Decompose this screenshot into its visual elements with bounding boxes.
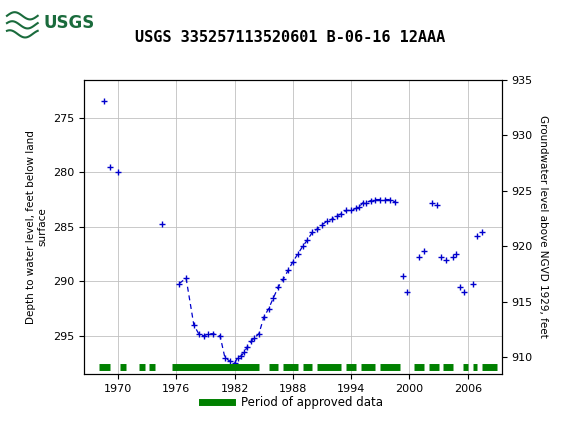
Y-axis label: Groundwater level above NGVD 1929, feet: Groundwater level above NGVD 1929, feet xyxy=(538,115,548,338)
Legend: Period of approved data: Period of approved data xyxy=(198,391,388,414)
Y-axis label: Depth to water level, feet below land
surface: Depth to water level, feet below land su… xyxy=(26,130,48,324)
FancyBboxPatch shape xyxy=(6,2,96,43)
Text: USGS: USGS xyxy=(44,14,95,31)
Text: USGS 335257113520601 B-06-16 12AAA: USGS 335257113520601 B-06-16 12AAA xyxy=(135,30,445,45)
